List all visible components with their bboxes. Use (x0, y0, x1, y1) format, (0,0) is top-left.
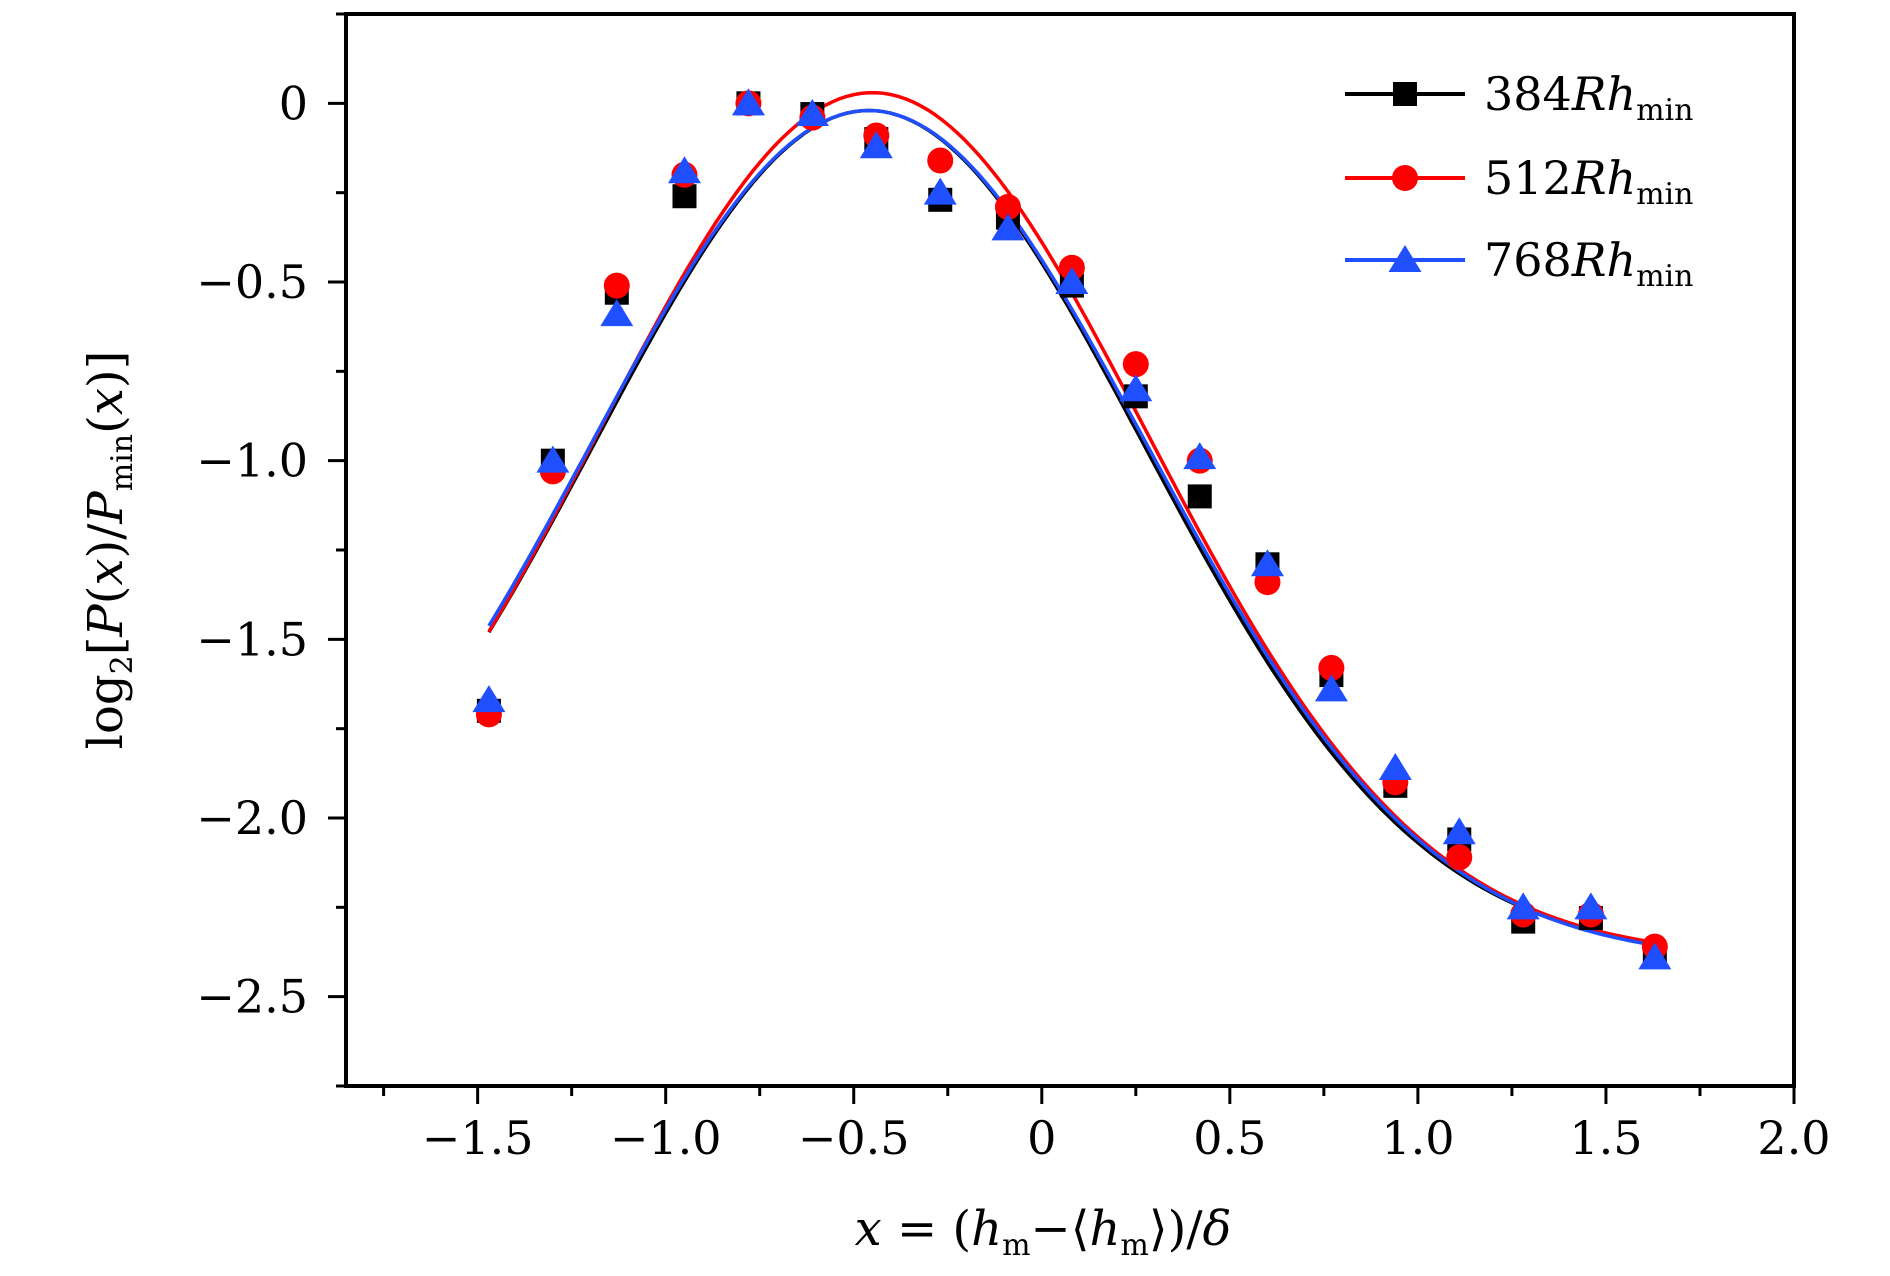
data-point (536, 445, 570, 473)
x-tick-label: 1.5 (1569, 1111, 1642, 1165)
legend-item: 768Rhmin (1345, 233, 1693, 294)
data-point (1119, 374, 1153, 402)
x-axis-title: x = (hm−⟨hm⟩)/δ (855, 1201, 1232, 1263)
legend-marker (1388, 245, 1422, 272)
data-point (1506, 892, 1540, 920)
y-tick-label: −1.5 (196, 612, 308, 666)
data-point (923, 177, 957, 205)
data-point (600, 299, 634, 327)
legend-item: 512Rhmin (1345, 151, 1693, 212)
x-tick-label: −1.0 (610, 1111, 722, 1165)
data-point (1122, 351, 1149, 378)
legend-item: 384Rhmin (1345, 67, 1693, 128)
series-circle (475, 90, 1668, 960)
data-point (1250, 549, 1284, 577)
data-point (1446, 844, 1473, 871)
series-square (476, 91, 1667, 966)
data-point (667, 156, 701, 184)
data-point (1318, 654, 1345, 681)
fit-curves (487, 90, 1659, 948)
data-point (1378, 752, 1412, 780)
data-point (994, 193, 1021, 220)
series-triangle (472, 88, 1672, 970)
legend-label: 384Rhmin (1484, 67, 1693, 128)
data-point (1183, 442, 1217, 470)
x-tick-label: 1.0 (1381, 1111, 1454, 1165)
y-axis-title: log2[P(x)/Pmin(x)] (78, 351, 140, 750)
fit-line (487, 108, 1659, 948)
y-tick-label: 0 (279, 76, 308, 130)
y-tick-label: −0.5 (196, 255, 308, 309)
data-points (472, 88, 1672, 970)
data-point (1055, 267, 1089, 294)
data-point (672, 184, 697, 209)
x-tick-label: 2.0 (1757, 1111, 1830, 1165)
data-point (472, 685, 506, 713)
legend-marker (1393, 82, 1417, 106)
y-tick-label: −2.5 (196, 970, 308, 1024)
data-point (859, 131, 893, 159)
x-tick-label: 0 (1027, 1111, 1056, 1165)
x-tick-label: −1.5 (422, 1111, 534, 1165)
legend: 384Rhmin 512Rhmin 768Rhmin (1345, 67, 1693, 294)
data-point (1574, 892, 1608, 920)
data-point (731, 88, 765, 116)
x-axis: −1.5 −1.0 −0.5 0 0.5 1.0 1.5 2.0 (382, 1086, 1831, 1165)
data-point (1187, 484, 1212, 509)
data-point (1314, 674, 1348, 702)
data-point (1638, 942, 1672, 970)
x-tick-label: 0.5 (1193, 1111, 1266, 1165)
y-tick-label: −1.0 (196, 434, 308, 488)
legend-label: 512Rhmin (1484, 151, 1693, 212)
data-point (991, 213, 1025, 241)
data-point (795, 99, 829, 127)
legend-marker (1392, 165, 1418, 191)
y-axis: 0 −0.5 −1.0 −1.5 −2.0 −2.5 (196, 12, 346, 1088)
legend-label: 768Rhmin (1484, 233, 1693, 294)
data-point (1442, 817, 1476, 845)
x-tick-label: −0.5 (798, 1111, 910, 1165)
fit-line (487, 90, 1659, 945)
data-point (927, 147, 954, 174)
data-point (603, 272, 630, 299)
y-tick-label: −2.0 (196, 791, 308, 845)
